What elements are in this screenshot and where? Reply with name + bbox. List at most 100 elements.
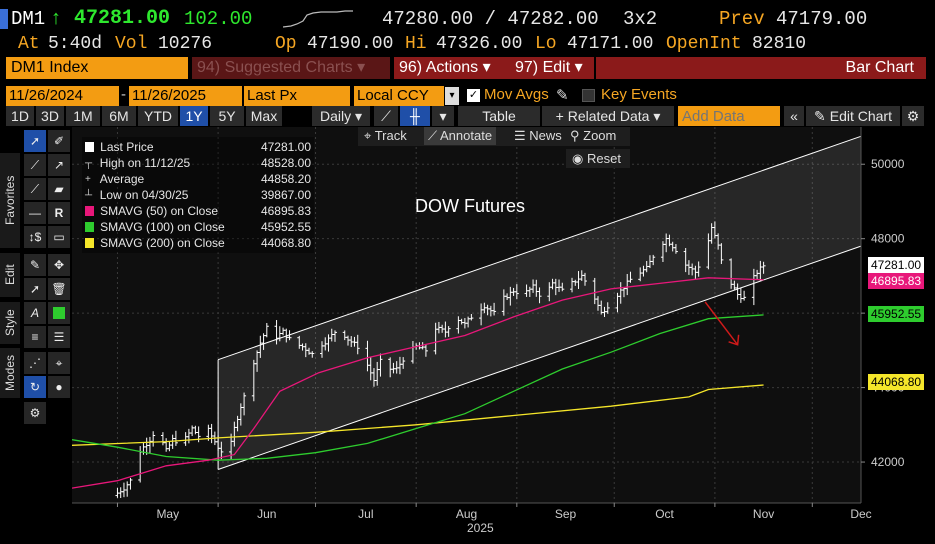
pointer-icon[interactable]: ➚ bbox=[24, 130, 46, 152]
edit-chart-button[interactable]: ✎ Edit Chart bbox=[806, 106, 900, 126]
style-tab[interactable]: Style bbox=[0, 302, 20, 344]
reset-button[interactable]: ◉ Reset bbox=[566, 149, 630, 168]
related-data-button[interactable]: + Related Data ▾ bbox=[542, 106, 674, 126]
legend-marker-icon: ┴ bbox=[85, 189, 93, 201]
at-label: At bbox=[18, 34, 40, 54]
bid-ask: 47280.00 / 47282.00 bbox=[382, 8, 599, 30]
settings-gear-icon[interactable]: ⚙ bbox=[902, 106, 924, 126]
line-chart-icon[interactable]: ⟋ bbox=[374, 106, 398, 126]
trash-icon[interactable]: 🗑 bbox=[48, 278, 70, 300]
period-6m[interactable]: 6M bbox=[102, 106, 136, 126]
period-bar: 1D 3D 1M 6M YTD 1Y 5Y Max Daily ▾ ⟋ ╫ ▾ Table +… bbox=[0, 106, 935, 126]
trend-line-icon[interactable]: ⟋ bbox=[24, 154, 46, 176]
legend-label: Last Price bbox=[100, 140, 154, 154]
candle-icon[interactable]: ▾ bbox=[432, 106, 454, 126]
legend-label: SMAVG (200) on Close bbox=[100, 236, 225, 250]
x-tick-label: Sep bbox=[555, 507, 577, 521]
edit-tab[interactable]: Edit bbox=[0, 253, 20, 297]
legend-row: + Average 44858.20 bbox=[85, 171, 311, 187]
legend: Last Price 47281.00 ┬ High on 11/12/25 48528… bbox=[82, 137, 314, 253]
period-1y[interactable]: 1Y bbox=[180, 106, 208, 126]
channel-icon[interactable]: ▰ bbox=[48, 178, 70, 200]
zoom-button[interactable]: ⚲ Zoom bbox=[570, 128, 617, 143]
key-events-label[interactable]: Key Events bbox=[601, 86, 677, 103]
period-max[interactable]: Max bbox=[246, 106, 282, 126]
bar-chart-icon[interactable]: ╫ bbox=[400, 106, 430, 126]
freehand-icon[interactable]: ✐ bbox=[48, 130, 70, 152]
palette-icon[interactable]: ● bbox=[48, 376, 70, 398]
table-button[interactable]: Table bbox=[458, 106, 540, 126]
track-button[interactable]: ⌖ Track bbox=[364, 128, 407, 143]
rectangle-icon[interactable]: ▭ bbox=[48, 226, 70, 248]
move-icon[interactable]: ✥ bbox=[48, 254, 70, 276]
legend-swatch bbox=[85, 142, 95, 152]
settings-bar: 11/26/2024 - 11/26/2025 Last Px Local CC… bbox=[0, 86, 935, 106]
zoom-label: Zoom bbox=[583, 128, 617, 143]
track-label: Track bbox=[374, 128, 407, 143]
mov-avgs-checkbox[interactable]: ✓ bbox=[467, 89, 480, 102]
security-field[interactable]: DM1 Index bbox=[6, 57, 188, 79]
actions-menu[interactable]: 96) Actions ▾ bbox=[394, 57, 512, 79]
line-style-icon[interactable]: ☰ bbox=[48, 326, 70, 348]
brush-icon[interactable]: ✎ bbox=[24, 254, 46, 276]
chart-toolbar: ⌖ Track ⟋ Annotate ☰ News ⚲ Zoom bbox=[358, 127, 630, 146]
ray-icon[interactable]: ⟋ bbox=[24, 178, 46, 200]
legend-rows: Last Price 47281.00 ┬ High on 11/12/25 48528… bbox=[85, 139, 311, 251]
suggested-charts-menu[interactable]: 94) Suggested Charts ▾ bbox=[192, 57, 390, 79]
legend-row: SMAVG (50) on Close 46895.83 bbox=[85, 203, 311, 219]
pencil-icon[interactable]: ✎ bbox=[556, 87, 569, 104]
arrow-shaft bbox=[704, 301, 739, 346]
x-tick-label: May bbox=[156, 507, 179, 521]
legend-swatch bbox=[85, 238, 95, 248]
frequency-select[interactable]: Daily ▾ bbox=[312, 106, 370, 126]
currency-dropdown-icon[interactable]: ▾ bbox=[445, 87, 459, 105]
header-row-2: At 5:40d Vol 10276 Op 47190.00 Hi 47326.… bbox=[0, 34, 935, 56]
edit-menu[interactable]: 97) Edit ▾ bbox=[510, 57, 594, 79]
channel-upper-line bbox=[217, 135, 862, 361]
period-1m[interactable]: 1M bbox=[66, 106, 100, 126]
refresh-icon[interactable]: ↻ bbox=[24, 376, 46, 398]
command-bar: DM1 Index 94) Suggested Charts ▾ 96) Act… bbox=[0, 57, 935, 79]
field-select[interactable]: Last Px bbox=[244, 86, 350, 106]
end-date-field[interactable]: 11/26/2025 bbox=[129, 86, 242, 106]
period-3d[interactable]: 3D bbox=[36, 106, 64, 126]
currency-select[interactable]: Local CCY bbox=[354, 86, 444, 106]
low-price: 47171.00 bbox=[567, 34, 654, 54]
modes-tab[interactable]: Modes bbox=[0, 348, 20, 398]
arrow-line-icon[interactable]: ↗ bbox=[48, 154, 70, 176]
tools-settings-icon[interactable]: ⚙ bbox=[24, 402, 46, 424]
bid-ask-size: 3x2 bbox=[623, 8, 658, 30]
period-5y[interactable]: 5Y bbox=[210, 106, 244, 126]
key-events-checkbox[interactable] bbox=[582, 89, 595, 102]
start-date-field[interactable]: 11/26/2024 bbox=[6, 86, 119, 106]
color-icon[interactable] bbox=[48, 302, 70, 324]
favorites-tab[interactable]: Favorites bbox=[0, 153, 20, 248]
sma50-tag: 46895.83 bbox=[868, 273, 925, 289]
mov-avgs-label[interactable]: Mov Avgs bbox=[484, 86, 549, 103]
retracement-icon[interactable]: R bbox=[48, 202, 70, 224]
annotate-button[interactable]: ⟋ Annotate bbox=[424, 127, 497, 145]
last-price: 47281.00 bbox=[74, 7, 171, 30]
period-1d[interactable]: 1D bbox=[6, 106, 34, 126]
legend-value: 44068.80 bbox=[260, 236, 311, 250]
legend-label: Low on 04/30/25 bbox=[99, 188, 189, 202]
reset-label: Reset bbox=[586, 151, 621, 166]
line-weight-icon[interactable]: ≡ bbox=[24, 326, 46, 348]
y-tick-label: 42000 bbox=[871, 455, 905, 469]
legend-swatch bbox=[85, 206, 95, 216]
dotted-line-icon[interactable]: ⋰ bbox=[24, 352, 46, 374]
news-label: News bbox=[529, 128, 562, 143]
header-row-1: DM1 ↑ 47281.00 102.00 47280.00 / 47282.0… bbox=[0, 6, 935, 30]
collapse-icon[interactable]: « bbox=[784, 106, 804, 126]
price-label-icon[interactable]: ↕$ bbox=[24, 226, 46, 248]
horizontal-line-icon[interactable]: — bbox=[24, 202, 46, 224]
text-style-icon[interactable]: A bbox=[24, 302, 46, 324]
news-button[interactable]: ☰ News bbox=[514, 128, 562, 143]
period-ytd[interactable]: YTD bbox=[138, 106, 178, 126]
crosshair-tool-icon[interactable]: ⌖ bbox=[48, 352, 70, 374]
add-data-input[interactable] bbox=[678, 106, 780, 126]
ticker[interactable]: DM1 bbox=[11, 8, 46, 30]
x-tick-label: Nov bbox=[753, 507, 774, 521]
x-axis: May Jun Jul Aug Sep Oct Nov Dec bbox=[72, 502, 872, 521]
select-edit-icon[interactable]: ➚ bbox=[24, 278, 46, 300]
